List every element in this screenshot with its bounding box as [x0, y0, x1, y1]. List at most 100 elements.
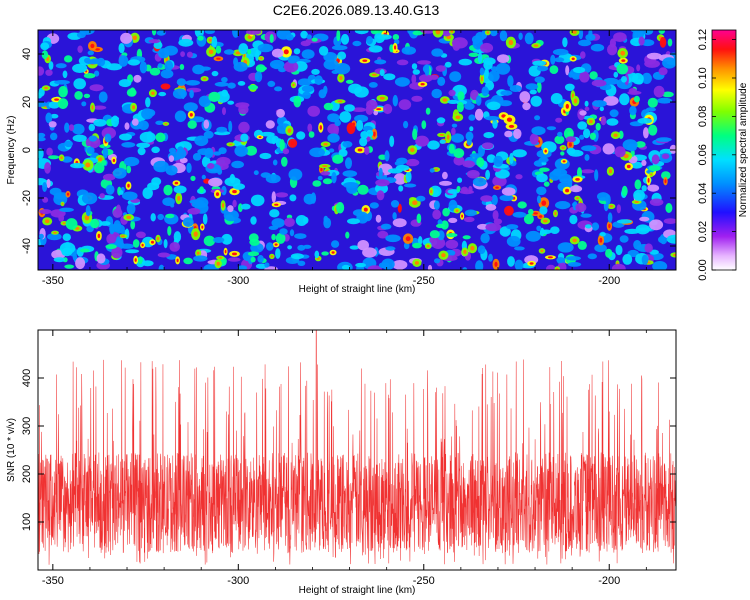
spectral-blob: [368, 45, 383, 53]
spectral-blob: [339, 111, 352, 123]
spectral-blob: [87, 50, 95, 56]
spectral-blob: [174, 110, 187, 123]
spectral-blob: [507, 256, 515, 267]
spectral-blob: [237, 265, 248, 270]
spectral-blob: [168, 147, 177, 154]
spectral-peak: [363, 207, 368, 212]
colorbar-tick-label: 0.10: [697, 67, 709, 88]
spectral-blob: [222, 107, 226, 116]
spectral-blob: [199, 186, 205, 194]
spectral-blob: [468, 52, 479, 57]
spectral-peak: [608, 223, 611, 229]
spectral-blob: [119, 190, 124, 195]
spectral-blob: [132, 239, 140, 248]
spectral-blob: [488, 253, 493, 262]
spectral-blob: [532, 60, 547, 66]
spectral-blob: [481, 142, 494, 150]
spectral-blob: [221, 77, 228, 83]
spectral-blob: [599, 106, 604, 112]
spectral-blob: [53, 193, 68, 206]
spectral-blob: [227, 82, 236, 89]
spectral-blob: [203, 235, 216, 247]
spectral-blob: [40, 42, 50, 51]
spectral-blob: [468, 185, 473, 194]
spectral-blob: [571, 73, 581, 80]
colorbar: 0.00 0.02 0.04 0.06 0.08 0.10 0.12 Normalized …: [697, 29, 749, 281]
spectral-blob: [641, 72, 652, 84]
spectral-peak: [141, 243, 144, 247]
spectrogram-x-label: Height of straight line (km): [299, 284, 416, 295]
spectral-blob: [652, 261, 668, 270]
spectral-peak: [376, 108, 382, 111]
spectral-blob: [141, 260, 154, 267]
spectral-blob: [85, 205, 91, 217]
colorbar-ticks: 0.00 0.02 0.04 0.06 0.08 0.10 0.12: [697, 29, 736, 281]
snr-y-axis: 100 200 300 400: [21, 369, 676, 531]
y-tick-label: 100: [21, 513, 33, 531]
spectral-blob: [663, 218, 676, 224]
spectral-blob: [431, 88, 443, 99]
spectral-blob: [158, 264, 165, 270]
spectral-blob: [227, 100, 235, 105]
spectral-peak: [508, 124, 515, 128]
spectral-blob: [269, 209, 280, 218]
spectral-blob: [125, 249, 139, 254]
spectral-blob: [522, 102, 531, 111]
spectral-blob: [595, 122, 601, 131]
spectral-peak: [529, 262, 534, 265]
spectral-blob: [162, 197, 175, 206]
spectral-blob: [385, 234, 401, 243]
spectral-blob: [199, 66, 211, 71]
spectral-blob: [607, 212, 613, 223]
spectral-blob: [383, 103, 393, 115]
spectral-blob: [158, 91, 167, 97]
spectral-blob: [658, 30, 665, 34]
spectral-blob: [480, 233, 490, 244]
spectral-peak: [216, 57, 221, 60]
spectral-peak: [224, 249, 227, 254]
spectral-blob: [144, 109, 156, 117]
spectral-peak: [62, 222, 66, 225]
spectral-blob: [139, 61, 148, 74]
spectral-blob: [318, 89, 327, 99]
spectral-blob: [79, 30, 95, 35]
spectral-peak: [292, 83, 295, 87]
spectral-blob: [281, 156, 288, 167]
spectral-peak: [349, 125, 353, 131]
spectral-blob: [418, 74, 433, 83]
spectral-blob: [546, 126, 557, 131]
spectral-blob: [375, 179, 390, 187]
spectral-blob: [72, 123, 85, 135]
spectral-blob: [658, 236, 666, 244]
spectral-peak: [75, 227, 80, 230]
spectral-blob: [55, 63, 67, 69]
spectral-blob: [156, 30, 166, 36]
spectral-blob: [271, 191, 276, 203]
spectral-blob: [331, 240, 340, 248]
spectral-blob: [523, 213, 534, 225]
spectral-blob: [284, 217, 295, 227]
spectral-blob: [394, 77, 410, 87]
spectral-peak: [322, 165, 328, 168]
spectral-blob: [374, 59, 387, 65]
spectral-blob: [492, 119, 498, 129]
spectral-blob: [153, 160, 169, 173]
spectral-blob: [264, 262, 270, 268]
spectral-blob: [457, 91, 465, 102]
spectral-blob: [287, 57, 297, 64]
spectral-blob: [384, 150, 390, 162]
spectral-blob: [594, 244, 607, 253]
spectral-blob: [405, 158, 420, 167]
spectral-blob: [38, 101, 49, 107]
spectral-blob: [253, 170, 259, 176]
spectral-blob: [462, 267, 468, 270]
spectral-blob: [615, 244, 623, 256]
spectral-blob: [567, 262, 582, 267]
spectral-blob: [238, 43, 249, 55]
spectral-blob: [465, 131, 474, 141]
spectral-blob: [642, 30, 654, 35]
spectral-blob: [578, 39, 592, 47]
spectral-blob: [616, 219, 633, 224]
colorbar-scale: [711, 29, 737, 271]
